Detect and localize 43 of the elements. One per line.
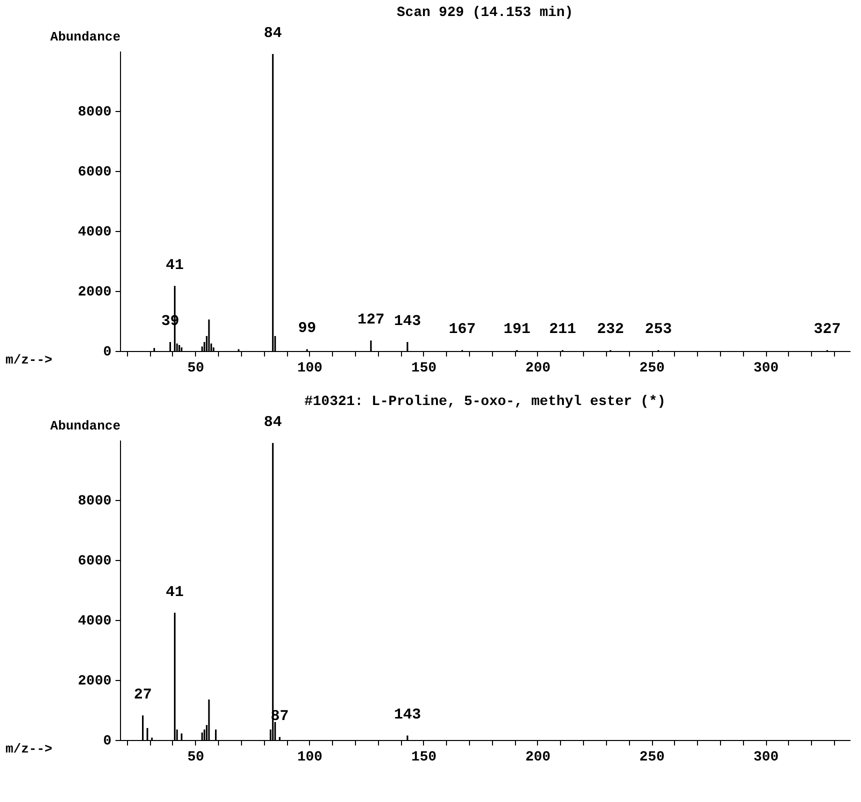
x-tick-label: 200 [525,750,551,766]
x-axis-title: m/z--> [6,352,53,368]
x-tick-label: 50 [187,360,204,376]
y-tick-label: 6000 [78,554,112,570]
annotation: 211 [549,321,576,338]
annotation: 127 [357,312,384,328]
annotation: 84 [264,25,282,42]
y-tick-label: 6000 [78,164,112,180]
y-tick-label: 4000 [78,614,112,630]
x-tick-label: 50 [187,750,204,766]
x-tick-label: 250 [639,360,665,376]
x-tick-label: 100 [297,750,322,766]
x-tick-label: 300 [753,750,779,766]
x-axis-title: m/z--> [6,742,53,756]
x-tick-label: 150 [411,360,437,376]
y-tick-label: 4000 [78,224,112,240]
annotation: 99 [298,320,316,338]
annotation: 167 [448,321,476,338]
y-axis-title: Abundance [50,30,121,44]
x-tick-label: 300 [753,360,779,376]
annotation: 41 [166,584,184,601]
y-tick-label: 8000 [78,494,112,510]
y-tick-label: 0 [103,734,112,750]
annotation: 253 [644,321,672,338]
annotation: 27 [134,686,152,704]
y-axis-title: Abundance [50,418,121,434]
x-tick-label: 100 [297,360,322,376]
annotation: 327 [814,321,841,338]
annotation: 143 [394,706,421,724]
annotation: 232 [596,321,624,338]
chart-title: #10321: L-Proline, 5-oxo-, methyl ester (*) [304,394,666,410]
annotation: 41 [166,256,184,274]
chart-title: Scan 929 (14.153 min) [396,5,574,21]
y-tick-label: 0 [103,344,112,360]
y-tick-label: 2000 [78,674,112,690]
x-tick-label: 200 [525,360,551,376]
y-tick-label: 8000 [78,104,112,120]
x-tick-label: 150 [411,750,437,766]
annotation: 191 [503,321,530,338]
y-tick-label: 2000 [78,284,112,300]
annotation: 143 [394,313,421,330]
x-tick-label: 250 [639,750,665,766]
annotation: 84 [264,414,282,431]
